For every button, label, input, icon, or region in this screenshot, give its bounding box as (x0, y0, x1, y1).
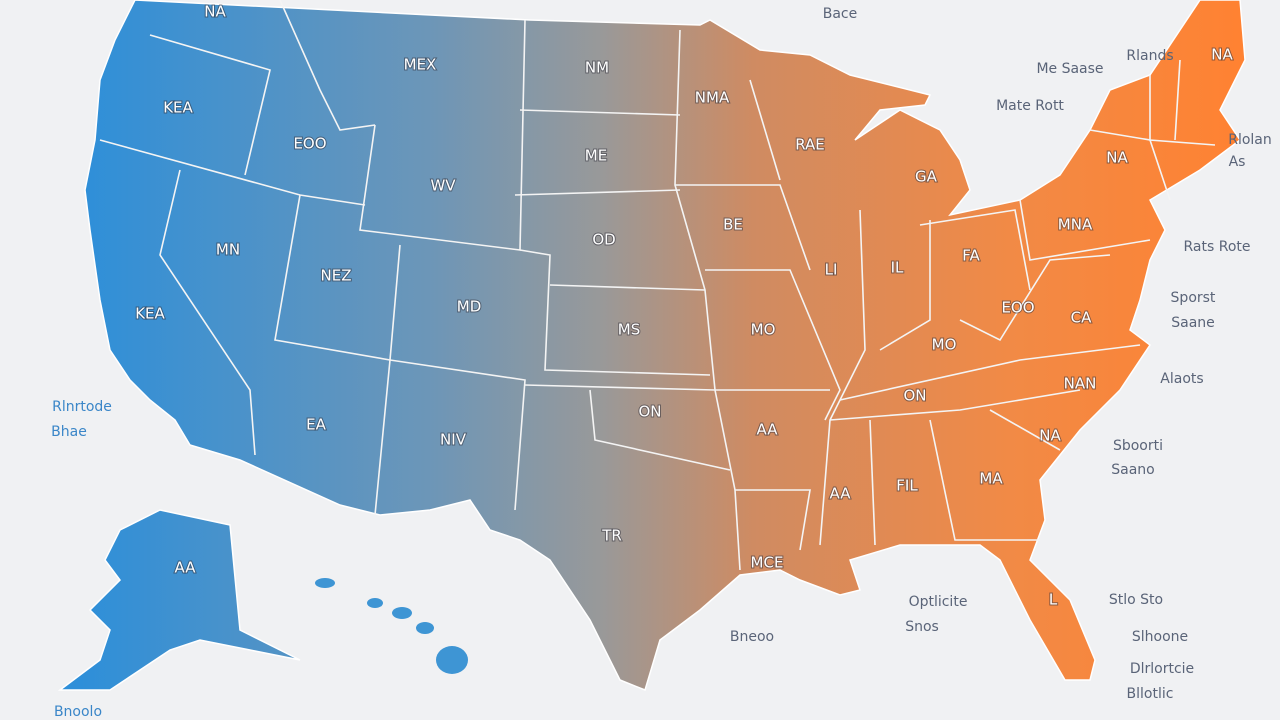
state-label: NA (1039, 427, 1061, 445)
state-label: MNA (1058, 216, 1093, 234)
state-label: FIL (896, 477, 918, 495)
state-label: MS (618, 321, 640, 339)
annotation: Me Saase (1036, 61, 1103, 77)
annotation: Bneoo (730, 629, 774, 645)
annotation: Sboorti (1113, 438, 1163, 454)
annotation: Saano (1111, 462, 1154, 478)
annotation: Rlands (1126, 48, 1173, 64)
annotation: Rlnrtode (52, 399, 112, 415)
state-label: MA (979, 470, 1003, 488)
state-label: RAE (795, 136, 825, 154)
state-label: ME (585, 147, 607, 165)
annotation: Bllotlic (1127, 686, 1174, 702)
state-label: CA (1071, 309, 1092, 327)
state-borders (99, 0, 1216, 571)
annotation: Alaots (1160, 371, 1203, 387)
state-label: MO (751, 321, 776, 339)
state-label: GA (915, 168, 938, 186)
state-label: MN (216, 241, 240, 259)
annotation: Bnoolo (54, 704, 102, 720)
state-label: AA (830, 485, 852, 503)
state-label: OD (592, 231, 615, 249)
annotation: As (1229, 154, 1246, 170)
mainland (84, 0, 1246, 692)
state-label: ON (903, 387, 926, 405)
state-label: EA (306, 416, 326, 434)
annotation: Stlo Sto (1109, 592, 1163, 608)
state-label: EOO (293, 135, 326, 153)
annotation: Bhae (51, 424, 87, 440)
state-label: IL (891, 259, 904, 277)
state-label: NM (585, 59, 609, 77)
state-label: MCE (751, 554, 784, 572)
annotation: Mate Rott (996, 98, 1064, 114)
annotation: Rats Rote (1184, 239, 1251, 255)
state-label: NIV (440, 431, 467, 449)
hawaii (315, 578, 468, 674)
state-label: TR (601, 527, 622, 545)
state-label: MEX (404, 56, 437, 74)
state-label: AA (757, 421, 779, 439)
annotation: Sporst (1171, 290, 1216, 306)
state-label: BE (723, 216, 743, 234)
annotation: Slhoone (1132, 629, 1188, 645)
state-label: WV (430, 177, 456, 195)
state-label: NA (1211, 46, 1233, 64)
state-label: LI (825, 261, 838, 279)
state-label: EOO (1001, 299, 1034, 317)
annotation: Dlrlortcie (1130, 661, 1194, 677)
state-label: NMA (695, 89, 730, 107)
annotation: Optlicite (909, 594, 968, 610)
labels: NA MEX NM NMA NA KEA EOO ME RAE NA WV GA BE MN OD MNA NE… (51, 2, 1272, 720)
annotation: Snos (905, 619, 939, 635)
state-label: KEA (163, 99, 193, 117)
state-label: FA (962, 247, 980, 265)
state-label: L (1049, 591, 1058, 609)
state-label: KEA (135, 305, 165, 323)
state-label: AA (175, 559, 197, 577)
state-label: ON (638, 403, 661, 421)
alaska (57, 509, 301, 691)
annotation: Saane (1171, 315, 1215, 331)
state-label: NA (204, 3, 226, 21)
state-label: MO (932, 336, 957, 354)
state-label: NAN (1064, 375, 1097, 393)
annotation: Rlolan (1228, 132, 1272, 148)
annotation: Bace (823, 6, 858, 22)
state-label: NA (1106, 149, 1128, 167)
state-label: MD (457, 298, 482, 316)
state-label: NEZ (321, 267, 352, 285)
